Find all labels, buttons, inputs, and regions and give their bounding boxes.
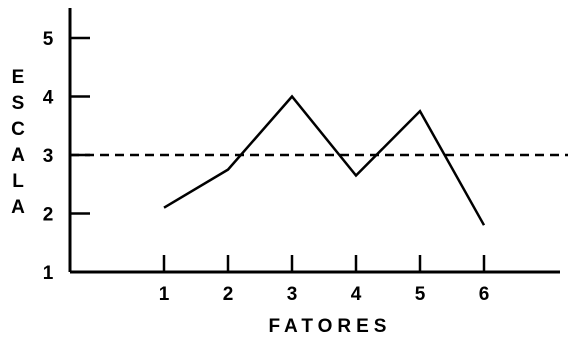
y-axis-label-letter: C: [11, 119, 25, 140]
y-axis-label-letter: L: [12, 171, 24, 192]
y-axis-label-letter: S: [12, 93, 25, 114]
y-tick-label: 1: [43, 263, 54, 284]
y-tick-label: 5: [43, 29, 54, 50]
x-tick-label: 6: [479, 284, 490, 305]
x-tick-label: 1: [159, 284, 170, 305]
y-axis-label-letter: A: [11, 197, 25, 218]
x-tick-label: 3: [287, 284, 298, 305]
x-tick-label: 5: [415, 284, 426, 305]
x-axis-label: FATORES: [269, 316, 392, 337]
y-axis-label-letter: E: [12, 67, 25, 88]
x-axis-ticks: 1 2 3 4 5 6: [159, 255, 490, 305]
x-tick-label: 4: [351, 284, 362, 305]
y-tick-label: 2: [43, 205, 54, 226]
series-group: [163, 94, 486, 226]
series-line: [163, 94, 486, 226]
y-tick-label: 3: [43, 146, 54, 167]
y-tick-label: 4: [43, 88, 54, 109]
x-tick-label: 2: [223, 284, 234, 305]
y-axis-ticks: 1 2 3 4 5: [43, 29, 90, 284]
y-axis-label-letter: A: [11, 145, 25, 166]
